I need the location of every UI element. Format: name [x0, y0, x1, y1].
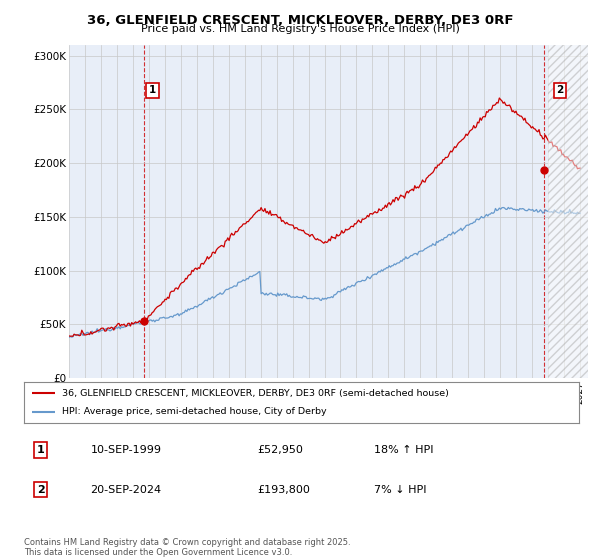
Text: 36, GLENFIELD CRESCENT, MICKLEOVER, DERBY, DE3 0RF (semi-detached house): 36, GLENFIELD CRESCENT, MICKLEOVER, DERB… [62, 389, 449, 398]
Text: 7% ↓ HPI: 7% ↓ HPI [374, 485, 426, 494]
Text: 1: 1 [37, 445, 44, 455]
Text: 1: 1 [149, 85, 156, 95]
Text: 36, GLENFIELD CRESCENT, MICKLEOVER, DERBY, DE3 0RF: 36, GLENFIELD CRESCENT, MICKLEOVER, DERB… [87, 14, 513, 27]
Text: £52,950: £52,950 [257, 445, 303, 455]
Text: 10-SEP-1999: 10-SEP-1999 [91, 445, 161, 455]
Text: 20-SEP-2024: 20-SEP-2024 [91, 485, 162, 494]
Bar [548, 45, 588, 378]
Text: 2: 2 [556, 85, 563, 95]
Text: HPI: Average price, semi-detached house, City of Derby: HPI: Average price, semi-detached house,… [62, 408, 326, 417]
Text: Contains HM Land Registry data © Crown copyright and database right 2025.
This d: Contains HM Land Registry data © Crown c… [24, 538, 350, 557]
Text: £193,800: £193,800 [257, 485, 310, 494]
Text: 2: 2 [37, 485, 44, 494]
Text: Price paid vs. HM Land Registry's House Price Index (HPI): Price paid vs. HM Land Registry's House … [140, 24, 460, 34]
Text: 18% ↑ HPI: 18% ↑ HPI [374, 445, 433, 455]
